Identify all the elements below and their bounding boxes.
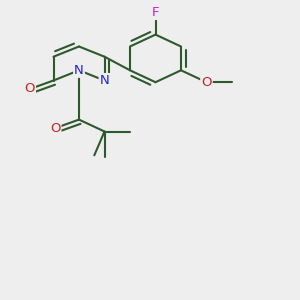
Text: N: N: [74, 64, 84, 77]
Text: N: N: [100, 74, 110, 87]
Text: O: O: [25, 82, 35, 95]
Text: O: O: [201, 76, 212, 89]
Text: F: F: [152, 6, 159, 19]
Text: O: O: [50, 122, 61, 135]
